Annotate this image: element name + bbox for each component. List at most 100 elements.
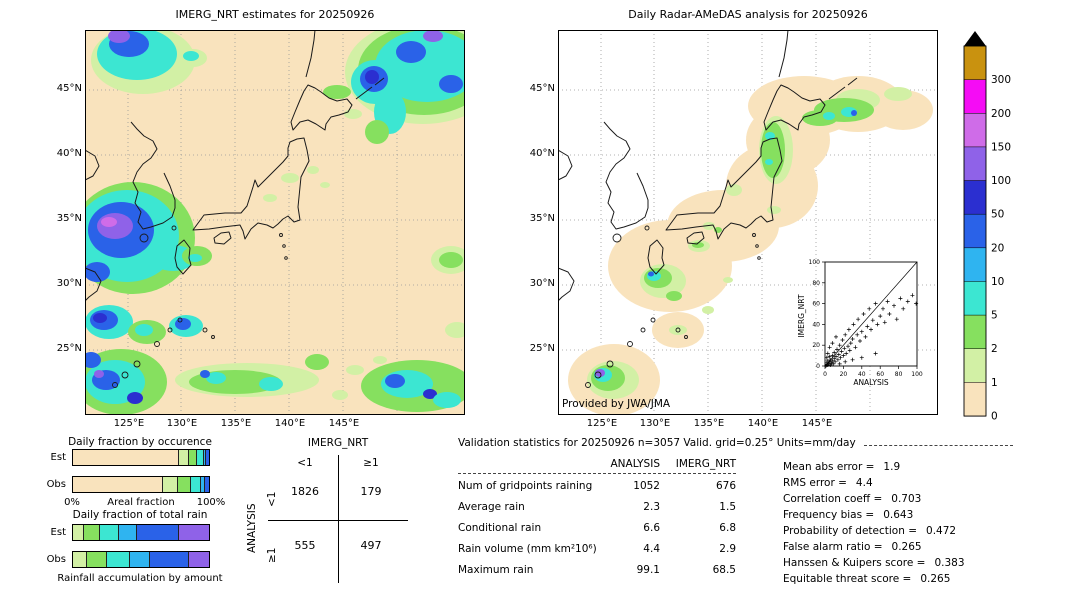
colorbar-tick-label: 20: [991, 242, 1004, 254]
occurrence-obs-label: Obs: [46, 479, 66, 490]
inset-xlabel: ANALYSIS: [853, 378, 889, 387]
contingency-cell-tl: 1826: [291, 485, 319, 498]
validation-col-imerg: IMERG_NRT: [675, 458, 736, 470]
colorbar-tick-label: 2: [991, 343, 998, 355]
bar-segment-2-5: [188, 450, 197, 465]
validation-title-rule: [863, 440, 1013, 446]
inset-ylabel: IMERG_NRT: [797, 294, 806, 337]
svg-text:80: 80: [895, 371, 903, 378]
left-map: [85, 30, 465, 415]
score-row: Probability of detection = 0.472: [783, 525, 957, 537]
colorbar-tick-label: 100: [991, 175, 1011, 187]
right-map-coastline: [558, 30, 858, 388]
right-map-frame: [558, 30, 938, 415]
bar-segment-<1: [73, 477, 163, 492]
left-map-lat-tick: 25°N: [56, 343, 82, 354]
validation-row: Average rain 2.3 1.5: [458, 501, 736, 513]
left-map-lat-tick: 40°N: [56, 148, 82, 159]
bar-segment-1-2: [73, 552, 87, 567]
bar-segment-10-20: [200, 477, 205, 492]
totalrain-obs-label: Obs: [46, 554, 66, 565]
right-map-lat-tick: 40°N: [529, 148, 555, 159]
score-row: RMS error = 4.4: [783, 477, 873, 489]
score-row: Frequency bias = 0.643: [783, 509, 914, 521]
contingency-cell-tr: 179: [360, 485, 382, 498]
validation-col-analysis: ANALYSIS: [610, 458, 660, 470]
svg-text:60: 60: [812, 301, 820, 308]
bar-segment-5-10: [106, 552, 131, 567]
colorbar-tick-label: 1: [991, 377, 998, 389]
bar-segment-10-20: [203, 450, 207, 465]
occurrence-axis-label: Areal fraction: [107, 497, 175, 508]
bar-segment->50: [188, 552, 209, 567]
svg-text:0: 0: [823, 371, 827, 378]
contingency-col-header: IMERG_NRT: [307, 437, 369, 449]
svg-text:40: 40: [858, 371, 866, 378]
left-map-precip: [85, 30, 465, 415]
contingency-table: IMERG_NRT <1 ≥1 ANALYSIS <1 ≥1 1826 179 …: [238, 435, 418, 595]
bar-segment-2-5: [83, 525, 101, 540]
right-map-lon-tick: 130°E: [639, 418, 671, 429]
validation-scores: Mean abs error = 1.9 RMS error = 4.4 Corre…: [783, 459, 965, 587]
right-map-lat-tick: 25°N: [529, 343, 555, 354]
totalrain-axis-label: Rainfall accumulation by amount: [57, 573, 223, 584]
validation-row: Rain volume (mm km²10⁶) 4.4 2.9: [458, 543, 736, 555]
contingency-col-label: <1: [297, 457, 313, 469]
left-map-frame: [85, 30, 465, 415]
totalrain-obs-bar: [72, 551, 210, 568]
totalrain-est-bar: [72, 524, 210, 541]
left-map-lon-tick: 130°E: [166, 418, 198, 429]
inset-points: [823, 293, 919, 368]
colorbar-tick-label: 200: [991, 108, 1011, 120]
left-map-lon-tick: 135°E: [220, 418, 252, 429]
left-map-lat-tick: 35°N: [56, 213, 82, 224]
bar-segment-1-2: [162, 477, 178, 492]
svg-text:100: 100: [911, 371, 923, 378]
occurrence-obs-bar: [72, 476, 210, 493]
data-credit: Provided by JWA/JMA: [562, 398, 671, 410]
inset-ticks: 00 20 20 40 40 60 60 80 80 100 100: [809, 259, 923, 378]
validation-header-rule: [458, 473, 736, 474]
validation-stats-panel: Validation statistics for 20250926 n=305…: [458, 437, 1072, 607]
bar-segment->20: [204, 477, 209, 492]
svg-text:20: 20: [840, 371, 848, 378]
contingency-cell-bl: 555: [294, 539, 316, 552]
colorbar-tick-label: 50: [991, 209, 1004, 221]
colorbar-segments: [963, 45, 987, 417]
totalrain-est-label: Est: [50, 527, 66, 538]
score-row: Hanssen & Kuipers score = 0.383: [783, 557, 965, 569]
left-map-lon-tick: 125°E: [113, 418, 145, 429]
bar-segment->50: [179, 525, 209, 540]
score-row: Mean abs error = 1.9: [783, 461, 901, 473]
occurrence-axis-min: 0%: [64, 497, 80, 508]
occurrence-chart-title: Daily fraction by occurence: [68, 436, 212, 448]
bar-segment-20-50: [136, 525, 180, 540]
bar-segment-1-2: [179, 450, 189, 465]
right-map: [558, 30, 938, 415]
right-map-lat-tick: 30°N: [529, 278, 555, 289]
colorbar-frame: [963, 45, 987, 417]
occurrence-est-label: Est: [50, 452, 66, 463]
colorbar-tick-label: 150: [991, 141, 1011, 153]
right-map-precip: [587, 87, 912, 399]
contingency-vline: [338, 455, 339, 583]
contingency-col-label: ≥1: [363, 457, 379, 469]
bar-segment-5-10: [100, 525, 120, 540]
inset-diagonal-line: [824, 261, 918, 367]
svg-text:60: 60: [876, 371, 884, 378]
contingency-row-header: ANALYSIS: [246, 503, 258, 553]
colorbar-labels: 0 1 2 5 10 20 50 100 150 200 300: [991, 74, 1011, 422]
svg-text:100: 100: [809, 259, 821, 266]
validation-row: Conditional rain 6.6 6.8: [458, 522, 736, 534]
right-map-lon-tick: 140°E: [747, 418, 779, 429]
bar-segment-10-20: [119, 525, 137, 540]
bar-segment-2-5: [86, 552, 107, 567]
svg-text:80: 80: [812, 280, 820, 287]
right-map-lat-tick: 45°N: [529, 83, 555, 94]
left-map-lat-tick: 30°N: [56, 278, 82, 289]
svg-text:40: 40: [812, 321, 820, 328]
colorbar: 0 1 2 5 10 20 50 100 150 200 300: [963, 31, 1011, 423]
left-map-coastline: [85, 30, 385, 388]
right-map-title: Daily Radar-AMeDAS analysis for 20250926: [628, 8, 868, 21]
